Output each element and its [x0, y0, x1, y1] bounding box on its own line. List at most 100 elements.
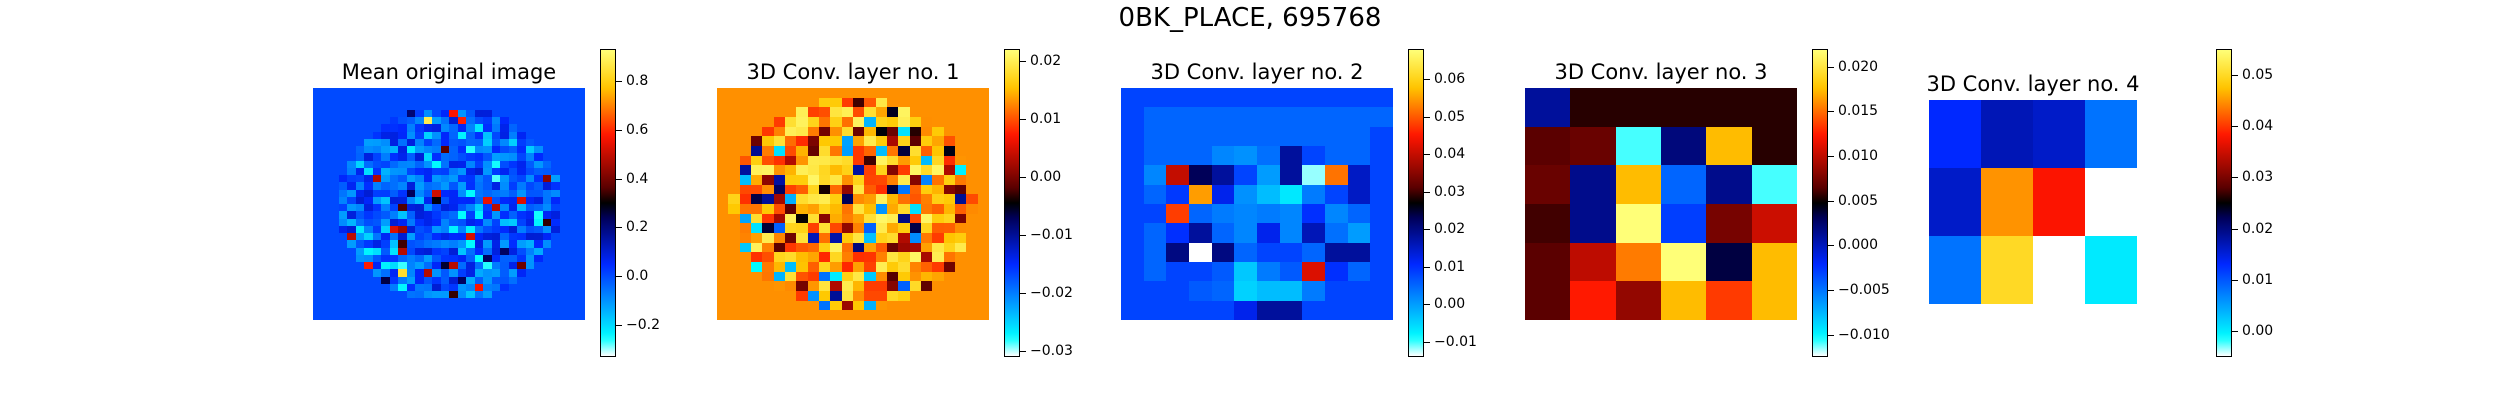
heatmap-cell	[398, 269, 407, 277]
heatmap-cell	[852, 310, 865, 320]
heatmap-cell	[423, 298, 432, 306]
heatmap-cell	[347, 305, 356, 313]
heatmap-cell	[818, 175, 831, 185]
heatmap-cell	[440, 204, 449, 212]
heatmap-cell	[818, 281, 831, 291]
heatmap-cell	[491, 109, 500, 117]
heatmap-cell	[432, 95, 441, 103]
heatmap-cell	[347, 88, 356, 96]
heatmap-cell	[415, 233, 424, 241]
heatmap-cell	[875, 242, 887, 253]
heatmap-cell	[875, 126, 887, 137]
heatmap-cell	[1347, 262, 1371, 282]
heatmap-cell	[483, 95, 492, 103]
heatmap-cell	[415, 124, 424, 132]
heatmap-cell	[739, 204, 751, 214]
heatmap-cell	[739, 223, 751, 233]
heatmap-cell	[525, 298, 534, 306]
heatmap-cell	[773, 233, 785, 243]
heatmap-cell	[364, 276, 373, 284]
heatmap-cell	[483, 218, 492, 226]
heatmap-cell	[920, 271, 933, 282]
heatmap-cell	[932, 88, 944, 98]
heatmap-cell	[830, 310, 842, 320]
heatmap-cell	[372, 189, 381, 197]
heatmap-cell	[966, 97, 978, 108]
heatmap-cell	[466, 189, 475, 197]
heatmap-cell	[313, 138, 322, 146]
heatmap-cell	[852, 281, 865, 291]
heatmap-cell	[381, 175, 390, 183]
heatmap-cell	[932, 136, 944, 146]
heatmap-cell	[381, 233, 390, 241]
heatmap-cell	[830, 88, 842, 98]
heatmap-cell	[568, 204, 577, 212]
heatmap-cell	[864, 252, 876, 262]
heatmap-cell	[372, 131, 381, 139]
heatmap-cell	[466, 196, 475, 204]
heatmap-cell	[500, 233, 509, 241]
heatmap-cell	[807, 155, 819, 166]
heatmap-cell	[432, 138, 441, 146]
heatmap-cell	[728, 107, 740, 117]
heatmap-cell	[525, 138, 534, 146]
heatmap-cell	[830, 97, 842, 108]
heatmap-cell	[807, 242, 819, 253]
heatmap-image	[313, 88, 585, 320]
heatmap-cell	[398, 247, 407, 255]
heatmap-cell	[818, 136, 831, 146]
heatmap-cell	[559, 240, 568, 248]
heatmap-cell	[406, 262, 415, 270]
heatmap-cell	[875, 107, 887, 117]
heatmap-cell	[1660, 242, 1707, 282]
heatmap-cell	[728, 262, 740, 272]
heatmap-cell	[313, 240, 322, 248]
heatmap-cell	[909, 310, 921, 320]
heatmap-cell	[355, 189, 364, 197]
heatmap-cell	[932, 252, 944, 262]
heatmap-cell	[739, 107, 751, 117]
heatmap-cell	[457, 211, 466, 219]
heatmap-cell	[389, 153, 398, 161]
heatmap-cell	[886, 175, 899, 185]
heatmap-cell	[830, 204, 842, 214]
heatmap-cell	[534, 218, 543, 226]
heatmap-cell	[500, 146, 509, 154]
heatmap-cell	[943, 117, 955, 127]
heatmap-cell	[551, 88, 560, 96]
heatmap-cell	[1324, 146, 1348, 166]
heatmap-cell	[355, 283, 364, 291]
heatmap-cell	[491, 182, 500, 190]
heatmap-cell	[517, 109, 526, 117]
heatmap-cell	[466, 153, 475, 161]
heatmap-cell	[517, 175, 526, 183]
heatmap-cell	[406, 146, 415, 154]
colorbar	[2216, 49, 2232, 357]
heatmap-cell	[1525, 165, 1571, 204]
heatmap-cell	[474, 182, 483, 190]
heatmap-cell	[909, 291, 921, 301]
colorbar-tick-label: 0.00	[1434, 296, 1466, 312]
heatmap-cell	[864, 281, 876, 291]
heatmap-cell	[372, 88, 381, 96]
heatmap-cell	[568, 109, 577, 117]
heatmap-cell	[807, 204, 819, 214]
heatmap-cell	[457, 88, 466, 96]
heatmap-cell	[728, 242, 740, 253]
heatmap-cell	[500, 138, 509, 146]
heatmap-cell	[762, 184, 774, 195]
heatmap-cell	[551, 276, 560, 284]
heatmap-cell	[466, 138, 475, 146]
heatmap-cell	[500, 262, 509, 270]
heatmap-cell	[415, 117, 424, 125]
heatmap-cell	[508, 109, 517, 117]
heatmap-cell	[576, 291, 585, 299]
heatmap-cell	[389, 269, 398, 277]
heatmap-cell	[483, 283, 492, 291]
heatmap-image	[717, 88, 989, 320]
heatmap-cell	[576, 225, 585, 233]
heatmap-cell	[415, 102, 424, 110]
heatmap-cell	[909, 175, 921, 185]
heatmap-cell	[321, 160, 330, 168]
heatmap-cell	[784, 117, 797, 127]
